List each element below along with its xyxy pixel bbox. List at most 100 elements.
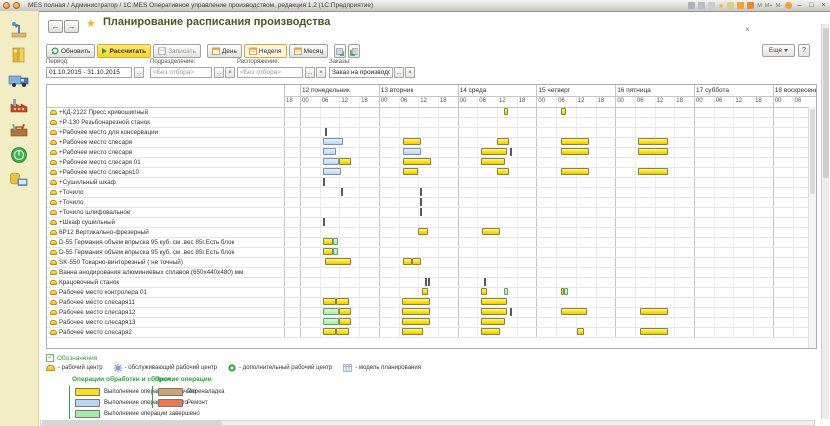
gantt-bar[interactable]	[403, 148, 422, 155]
save-icon[interactable]	[687, 2, 695, 9]
info-icon[interactable]	[785, 2, 792, 9]
orders-clear-button[interactable]: ×	[405, 67, 415, 78]
gantt-bar[interactable]	[561, 168, 589, 175]
more-button[interactable]: Еще	[762, 44, 795, 57]
horizontal-scrollbar[interactable]	[40, 420, 815, 426]
gantt-row-label[interactable]: Рабочее место слесаря12	[47, 307, 284, 317]
gantt-bar[interactable]	[323, 168, 342, 175]
gantt-row-label[interactable]: Крацовочный станок	[47, 277, 284, 287]
gantt-bar[interactable]	[480, 328, 501, 335]
gantt-row-label[interactable]: +Рабочее место слесаря 01	[47, 157, 284, 167]
gantt-bar[interactable]	[323, 308, 340, 315]
gantt-bar[interactable]	[561, 288, 565, 295]
help-button[interactable]: ?	[798, 44, 810, 57]
import-schedule-button[interactable]	[348, 44, 361, 58]
gantt-bar[interactable]	[323, 298, 337, 305]
gantt-bar[interactable]	[403, 158, 432, 165]
gantt-bar[interactable]	[411, 258, 422, 265]
day-button[interactable]: День	[206, 44, 242, 58]
week-button[interactable]: Неделя	[243, 44, 287, 58]
favorite-star-icon[interactable]: ★	[86, 18, 96, 30]
gantt-row-label[interactable]: Рабочее место слесаря2	[47, 327, 284, 337]
sidebar-desktop-icon[interactable]	[6, 20, 32, 40]
horizontal-scrollbar-thumb[interactable]	[42, 421, 222, 425]
orders-picker-button[interactable]: ...	[394, 67, 404, 78]
export-schedule-button[interactable]	[334, 44, 347, 58]
save-button[interactable]: Записать	[153, 44, 201, 58]
gantt-bar[interactable]	[418, 228, 428, 235]
gantt-row-label[interactable]: D-55 Германия объем впрыска 95 куб. см .…	[47, 237, 284, 247]
form-close-icon[interactable]: ×	[745, 25, 750, 34]
close-button[interactable]: ×	[821, 2, 826, 9]
period-picker-button[interactable]: ...	[134, 67, 144, 78]
gantt-bar[interactable]	[480, 318, 506, 325]
gantt-row-label[interactable]: 6Р12 Вертикально-фрезерный	[47, 227, 284, 237]
gantt-row-label[interactable]: +КД-2122 Пресс кривошипный	[47, 107, 284, 117]
gantt-bar[interactable]	[480, 158, 506, 165]
gantt-bar[interactable]	[323, 318, 340, 325]
gantt-row-label[interactable]: +Рабочее место слесаря	[47, 147, 284, 157]
gantt-bar[interactable]	[323, 158, 340, 165]
preview-icon[interactable]	[707, 2, 715, 9]
disposal-input[interactable]	[237, 67, 303, 78]
calc-m-button[interactable]: M	[757, 2, 762, 9]
gantt-bar[interactable]	[339, 308, 351, 315]
sidebar-finance-icon[interactable]	[6, 145, 32, 165]
gantt-bar[interactable]	[503, 108, 509, 115]
gantt-bar[interactable]	[324, 258, 351, 265]
gantt-bar[interactable]	[561, 308, 588, 315]
gantt-bar[interactable]	[401, 298, 430, 305]
maximize-button[interactable]: □	[809, 2, 814, 9]
gantt-bar[interactable]	[482, 228, 501, 235]
gantt-bar[interactable]	[480, 148, 507, 155]
titlebar-button-2[interactable]	[13, 2, 20, 9]
department-clear-button[interactable]: ×	[225, 67, 235, 78]
gantt-bar[interactable]	[403, 258, 412, 265]
gantt-bar[interactable]	[323, 328, 337, 335]
gantt-bar[interactable]	[332, 238, 338, 245]
gantt-bar[interactable]	[323, 148, 337, 155]
department-input[interactable]	[150, 67, 212, 78]
gantt-bar[interactable]	[403, 138, 422, 145]
month-button[interactable]: Месяц	[288, 44, 329, 58]
gantt-row-label[interactable]: Ванна анодирования алюминиевых сплавов (…	[47, 267, 284, 277]
gantt-bar[interactable]	[401, 308, 430, 315]
gantt-row-label[interactable]: +Р-130 Резьбонарезной станок	[47, 117, 284, 127]
gantt-bar[interactable]	[638, 138, 668, 145]
gantt-bar[interactable]	[639, 308, 668, 315]
calendar-icon[interactable]	[737, 2, 745, 9]
minimize-button[interactable]: –	[797, 2, 802, 9]
gantt-bar[interactable]	[332, 248, 338, 255]
calculate-button[interactable]: Рассчитать	[97, 44, 152, 58]
gantt-vertical-scrollbar[interactable]	[808, 107, 816, 348]
gantt-bar[interactable]	[497, 138, 509, 145]
sidebar-tools-icon[interactable]	[6, 120, 32, 140]
gantt-row-label[interactable]: +Рабочее место слесаря	[47, 137, 284, 147]
sidebar-production-icon[interactable]	[6, 95, 32, 115]
orders-input[interactable]	[329, 67, 393, 78]
calc-m-plus-button[interactable]: M+	[764, 2, 773, 9]
gantt-bar[interactable]	[323, 138, 343, 145]
sidebar-logistics-icon[interactable]	[6, 70, 32, 90]
gantt-row-label[interactable]: +Рабочее место для консервации	[47, 127, 284, 137]
gantt-row-label[interactable]: +Шкаф сушильный	[47, 217, 284, 227]
sidebar-admin-icon[interactable]	[6, 170, 32, 190]
calc-m-minus-button[interactable]: M-	[775, 2, 782, 9]
links-icon[interactable]	[727, 2, 735, 9]
gantt-bar[interactable]	[480, 288, 488, 295]
period-input[interactable]	[46, 67, 132, 78]
gantt-bar[interactable]	[577, 328, 584, 335]
gantt-row-label[interactable]: +Точило	[47, 197, 284, 207]
history-icon[interactable]	[747, 2, 755, 9]
window-vertical-scrollbar-thumb[interactable]	[823, 28, 829, 178]
gantt-row-label[interactable]: SK-550 Токарно-винторезный ( не точный)	[47, 257, 284, 267]
gantt-bar[interactable]	[561, 108, 566, 115]
back-button[interactable]: ←	[48, 20, 63, 33]
refresh-button[interactable]: Обновить	[46, 44, 96, 58]
gantt-bar[interactable]	[497, 168, 509, 175]
department-picker-button[interactable]: ...	[214, 67, 224, 78]
gantt-row-label[interactable]: +Рабочее место слесаря10	[47, 167, 284, 177]
gantt-bar[interactable]	[503, 288, 509, 295]
gantt-bar[interactable]	[339, 318, 351, 325]
gantt-bar[interactable]	[638, 148, 668, 155]
